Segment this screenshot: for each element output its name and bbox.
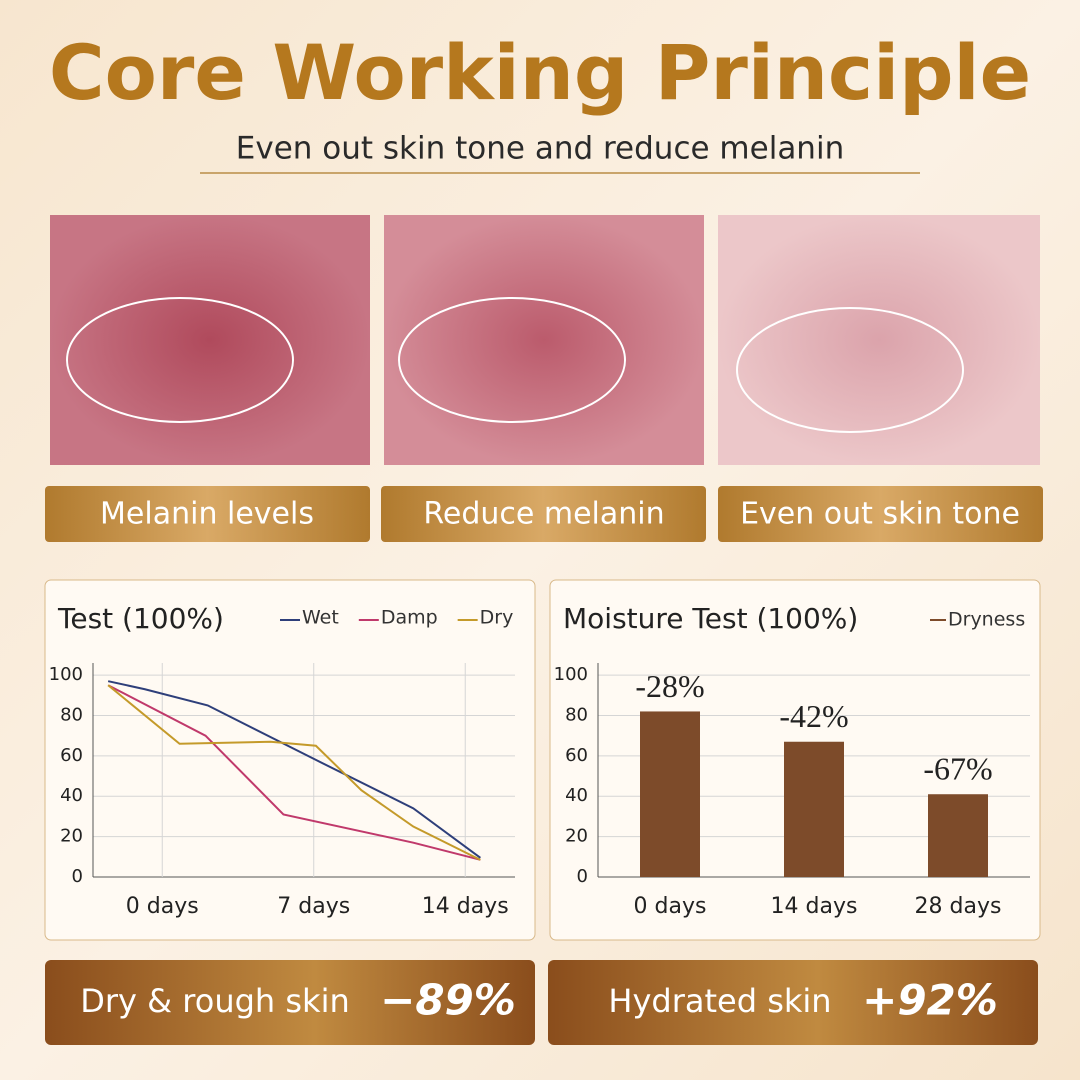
y-tick-label: 100	[49, 664, 83, 685]
y-tick-label: 40	[60, 785, 83, 806]
subtitle: Even out skin tone and reduce melanin	[236, 131, 844, 167]
x-tick-label: 14 days	[771, 894, 858, 919]
y-tick-label: 80	[565, 704, 588, 725]
banner-text: Dry & rough skin	[80, 982, 349, 1020]
bar	[784, 741, 844, 877]
y-tick-label: 60	[60, 745, 83, 766]
chart-panel	[44, 579, 536, 941]
title: Core Working Principle	[49, 28, 1031, 117]
y-tick-label: 20	[565, 826, 588, 847]
photo-ellipse	[66, 297, 294, 423]
label-banner	[718, 486, 1043, 542]
label-banner	[45, 486, 370, 542]
legend-label: Dry	[480, 607, 514, 629]
photo	[718, 215, 1040, 465]
chart-title: Moisture Test (100%)	[563, 602, 858, 635]
bar	[928, 794, 988, 877]
legend-label: Dryness	[948, 609, 1025, 631]
banner-value: +92%	[862, 976, 998, 1025]
x-tick-label: 0 days	[634, 894, 707, 919]
result-banner	[548, 960, 1038, 1045]
annotation: -67%	[923, 751, 992, 787]
banner-value: −89%	[380, 976, 516, 1025]
photo-label: Even out skin tone	[740, 497, 1020, 532]
legend-label: Wet	[302, 607, 339, 629]
y-tick-label: 0	[577, 866, 588, 887]
y-tick-label: 80	[60, 704, 83, 725]
y-tick-label: 60	[565, 745, 588, 766]
photo	[50, 215, 370, 465]
series-line	[107, 684, 481, 861]
y-tick-label: 40	[565, 785, 588, 806]
y-tick-label: 100	[554, 664, 588, 685]
photo-label: Melanin levels	[100, 497, 314, 532]
photo-ellipse	[398, 297, 626, 423]
y-tick-label: 0	[72, 866, 83, 887]
photo-label: Reduce melanin	[423, 497, 664, 532]
x-tick-label: 0 days	[126, 894, 199, 919]
photo-ellipse	[736, 307, 964, 433]
series-line	[107, 680, 481, 859]
photos	[50, 215, 1040, 465]
chart-title: Test (100%)	[57, 602, 224, 635]
legend-label: Damp	[381, 607, 438, 629]
label-banner	[381, 486, 706, 542]
series-line	[107, 684, 481, 861]
result-banner	[45, 960, 535, 1045]
annotation: -42%	[779, 698, 848, 734]
x-tick-label: 14 days	[422, 894, 509, 919]
annotation: -28%	[635, 668, 704, 704]
bar	[640, 711, 700, 877]
x-tick-label: 28 days	[915, 894, 1002, 919]
x-tick-label: 7 days	[277, 894, 350, 919]
banner-text: Hydrated skin	[608, 982, 831, 1020]
photo	[384, 215, 704, 465]
y-tick-label: 20	[60, 826, 83, 847]
